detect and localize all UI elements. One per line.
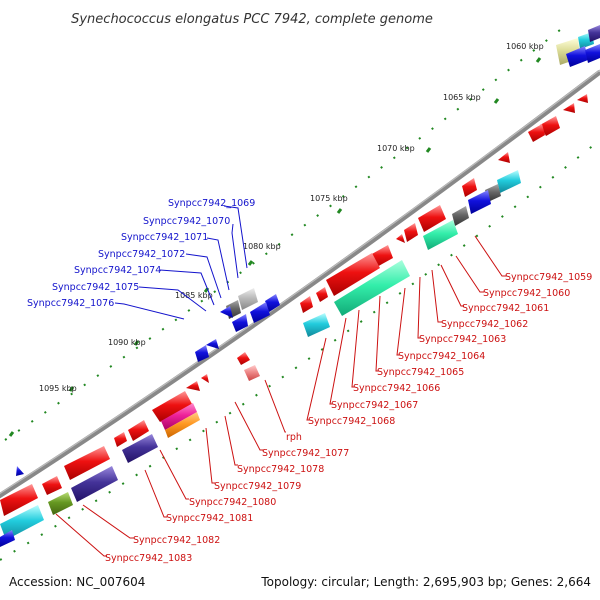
gene-feature-magenta [161,403,197,430]
gene-label-red: Synpcc7942_1062 [441,319,528,330]
gene-features-blue-cluster [16,288,280,476]
scale-dots [4,29,561,441]
gene-label-red: rph [286,432,302,443]
gene-label-blue: Synpcc7942_1071 [121,232,208,243]
gene-label-red: Synpcc7942_1060 [483,288,570,299]
red-connectors [55,235,507,557]
gene-label-red: Synpcc7942_1081 [166,513,253,524]
gene-label-blue: Synpcc7942_1072 [98,249,185,260]
gene-arrow-blue [232,314,248,332]
gene-label-blue: Synpcc7942_1069 [168,198,255,209]
gene-arrow [418,205,446,232]
gene-label-red: Synpcc7942_1083 [105,553,192,564]
genome-backbone [0,70,600,499]
gene-arrow [540,116,560,136]
gene-label-red: Synpcc7942_1068 [308,416,395,427]
gene-arrow [114,432,127,447]
gene-feature-long [152,391,192,422]
gene-label-red: Synpcc7942_1082 [133,535,220,546]
gene-feature-purple [122,434,158,463]
gene-arrow-blue [195,345,209,362]
genome-title: Synechococcus elongatus PCC 7942, comple… [71,12,433,27]
kbp-label: 1075 kbp [310,194,348,203]
gene-arrow [528,124,545,142]
blue-connectors [114,205,248,320]
inner-scale-dots [0,139,600,561]
gene-feature-purple [71,466,118,502]
genome-summary-text: Topology: circular; Length: 2,695,903 bp… [260,575,591,589]
gene-arrow [128,420,149,441]
gene-arrow-blue [220,306,233,318]
gene-arrow-blue [250,302,270,323]
gene-arrow-blue [265,294,280,312]
gene-label-red: Synpcc7942_1078 [237,464,324,475]
gene-label-red: Synpcc7942_1079 [214,481,301,492]
gene-arrow [186,381,200,391]
gene-feature-gray [452,206,469,226]
gene-label-blue: Synpcc7942_1076 [27,298,114,309]
gene-arrow-blue [206,339,219,349]
gene-feature-cyan [303,313,330,337]
gene-arrow [201,374,209,383]
gene-feature-blue [0,530,15,547]
gene-label-blue: Synpcc7942_1075 [52,282,139,293]
accession-text: Accession: NC_007604 [9,575,145,589]
gene-arrow [396,234,405,243]
gene-label-red: Synpcc7942_1065 [377,367,464,378]
gene-arrow [42,476,62,495]
gene-label-red: Synpcc7942_1063 [419,334,506,345]
gene-feature-blue [566,46,588,67]
gene-feature-orange [165,412,200,438]
gene-feature-rna-long [334,260,410,316]
gene-label-red: Synpcc7942_1059 [505,272,592,283]
kbp-label: 1070 kbp [377,144,415,153]
gene-label-red: Synpcc7942_1077 [262,448,349,459]
gene-feature-long [64,446,110,480]
gene-features-forward-upper [0,94,588,516]
gene-feature-blue [468,190,491,214]
gene-feature-lightgray [238,288,258,310]
gene-label-red: Synpcc7942_1080 [189,497,276,508]
gene-feature-rph [244,365,260,381]
gene-arrow [563,103,575,113]
gene-label-red: Synpcc7942_1061 [462,303,549,314]
gene-features-inner [0,170,521,547]
gene-arrow [300,296,313,313]
kbp-label: 1060 kbp [506,42,544,51]
gene-feature-long [0,484,38,516]
gene-arrow-blue [16,466,24,476]
gene-arrow [237,352,250,365]
gene-label-red: Synpcc7942_1066 [353,383,440,394]
kbp-label: 1095 kbp [39,384,77,393]
gene-feature-purple [588,25,600,42]
kbp-label: 1080 kbp [243,242,281,251]
gene-label-blue: Synpcc7942_1070 [143,216,230,227]
kbp-label: 1090 kbp [108,338,146,347]
gene-feature-blue [585,44,600,63]
gene-arrow [462,178,477,197]
major-ticks [8,57,542,437]
gene-feature-long [326,253,380,296]
gene-label-blue: Synpcc7942_1074 [74,265,161,276]
gene-arrow [316,287,328,302]
gene-arrow [498,152,510,163]
gene-arrow [577,94,588,103]
gene-label-red: Synpcc7942_1064 [398,351,485,362]
gene-arrow [404,223,418,242]
gene-feature-rna [423,220,458,250]
gene-label-red: Synpcc7942_1067 [331,400,418,411]
gene-feature-olive [48,492,73,515]
gene-feature-cyan [497,170,521,193]
kbp-label: 1065 kbp [443,93,481,102]
kbp-label: 1085 kbp [175,291,213,300]
gene-features-top-right [556,25,600,67]
